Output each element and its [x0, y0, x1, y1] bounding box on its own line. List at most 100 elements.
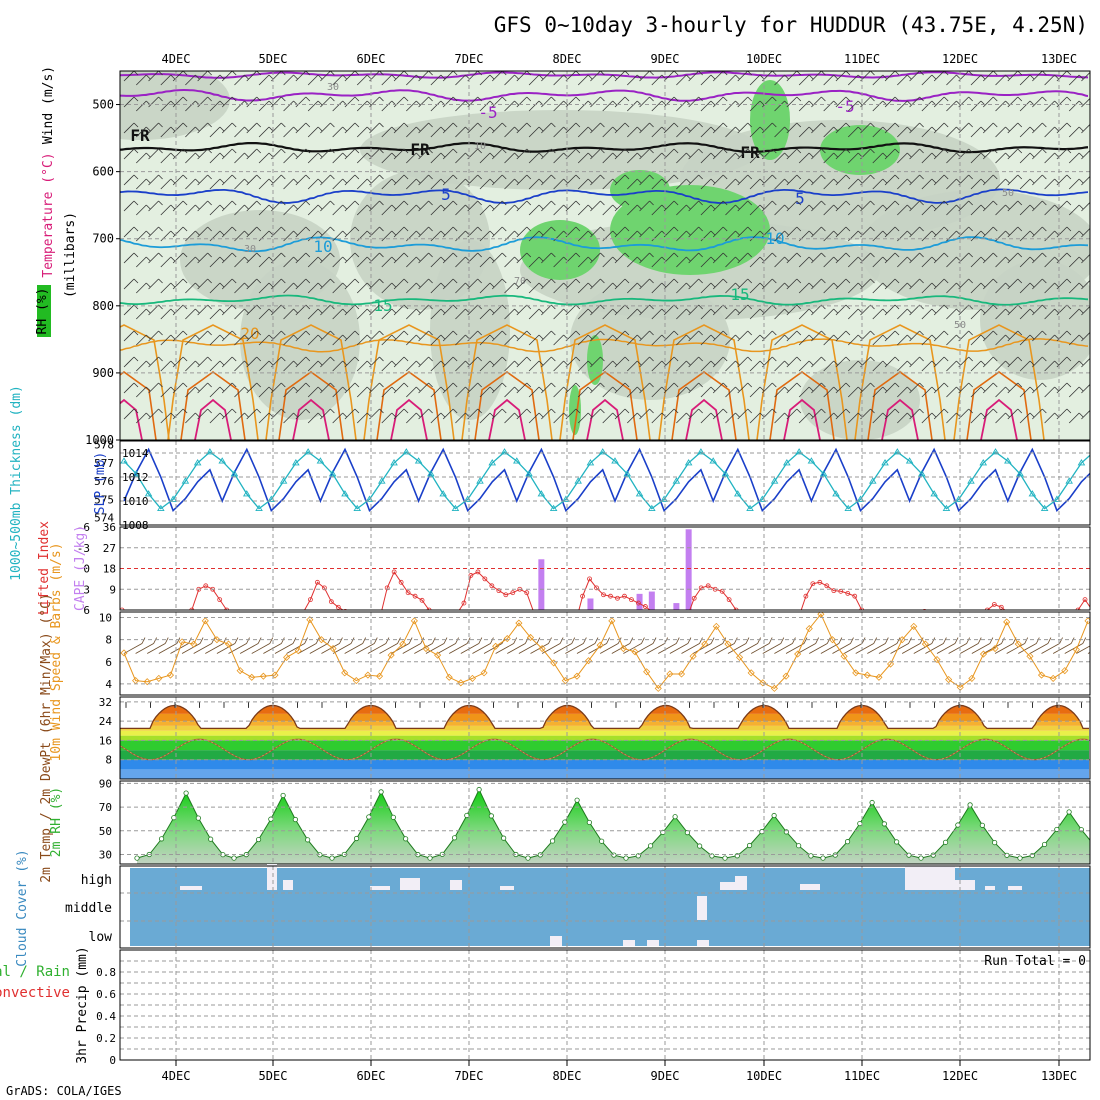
wind-barb: [185, 360, 196, 372]
wind-barb: [283, 334, 294, 346]
wind-speed-marker: [375, 672, 384, 680]
wind-barb: [626, 152, 638, 164]
wind-barb: [123, 174, 135, 186]
wind-barb-flag: [600, 356, 605, 362]
wind-barb: [148, 330, 159, 342]
rh-mid-area: [980, 260, 1090, 380]
wind-barb-flag: [317, 282, 323, 288]
wind-barb-flag: [514, 282, 519, 288]
wind-barb: [860, 200, 871, 212]
wind-barb: [602, 100, 614, 112]
slp-tick-label: 1012: [122, 471, 149, 484]
wind-barb: [577, 282, 589, 294]
wind-barb: [872, 152, 884, 164]
wind-barb: [700, 360, 712, 372]
wind-barb-flag: [244, 412, 249, 418]
wind-barb: [479, 74, 491, 86]
wind-barb-flag: [931, 126, 937, 132]
wind-barb: [982, 330, 994, 342]
wind-barb: [921, 152, 933, 164]
wind-barb-flag: [330, 278, 335, 284]
wind-barb-flag: [710, 412, 716, 418]
wind-barb-flag: [759, 204, 765, 210]
wind-barb: [921, 412, 933, 424]
wind-barb-flag: [145, 308, 151, 314]
wind-barb-flag: [808, 204, 814, 210]
wind-barb-flag: [133, 71, 139, 76]
wind-barb: [774, 178, 785, 190]
wind-barb: [320, 96, 331, 108]
wind-barb: [148, 226, 159, 238]
rh-marker: [844, 839, 851, 845]
wind-barb: [221, 71, 233, 82]
wind-barb-flag: [1042, 148, 1047, 154]
wind-barb: [271, 96, 282, 108]
wind-barb: [872, 412, 884, 424]
wind-barb: [1032, 96, 1043, 108]
wind-barb-flag: [833, 360, 838, 366]
wind-barb: [406, 230, 417, 242]
wind-barb: [271, 304, 282, 316]
wind-barb-flag: [612, 100, 618, 106]
wind-barb: [663, 330, 675, 342]
wind-barb-flag: [317, 230, 323, 236]
wind-barb-flag: [256, 71, 262, 76]
wind-barb: [393, 96, 405, 108]
wind-barb: [185, 126, 196, 138]
wind-barb-flag: [256, 96, 262, 102]
wind-barb-flag: [992, 304, 998, 310]
wind-barb: [712, 96, 724, 108]
wind-barb: [148, 304, 159, 316]
wind-barb-flag: [1017, 330, 1023, 336]
wind-barb-flag: [1017, 200, 1023, 206]
wind-barb-flag: [686, 412, 691, 418]
wind-barb-flag: [1029, 178, 1035, 184]
wind-barb: [344, 71, 356, 82]
wind-barb: [626, 412, 638, 424]
wind-barb: [798, 386, 810, 398]
thickness-marker: [390, 459, 398, 466]
wind-barb: [960, 643, 979, 654]
wind-barb-flag: [943, 356, 949, 362]
wind-barb: [147, 643, 166, 654]
wind-barb-flag: [821, 122, 826, 128]
top-date-label: 4DEC: [162, 52, 191, 66]
wind-barb: [921, 230, 933, 242]
wind-barb-flag: [600, 330, 605, 336]
wind-barb: [577, 230, 589, 242]
wind-barb-flag: [416, 412, 421, 418]
wind-barb-flag: [908, 637, 912, 644]
wind-barb-flag: [1029, 334, 1035, 340]
wind-barb-flag: [821, 148, 826, 154]
wind-barb-flag: [980, 152, 986, 158]
lifted-index-marker: [475, 569, 481, 575]
wind-barb: [737, 226, 749, 238]
wind-barb-flag: [845, 382, 851, 388]
wind-barb: [381, 334, 393, 346]
wind-barb: [209, 308, 221, 320]
wind-barb-flag: [861, 637, 866, 644]
wind-barb: [442, 408, 454, 420]
t20-contour: [953, 324, 1045, 440]
wind-barb-flag: [1078, 74, 1084, 80]
wind-barb: [590, 382, 601, 394]
lifted-index-marker: [489, 583, 495, 589]
wind-barb: [737, 408, 749, 420]
wind-speed-marker: [1037, 671, 1046, 679]
wind-barb-flag: [833, 204, 838, 210]
lifted-index-marker: [803, 593, 809, 599]
thickness-marker: [1089, 454, 1090, 455]
wind-barb-flag: [1035, 637, 1040, 644]
wind-barb-flag: [894, 278, 900, 284]
wind-barb-flag: [514, 230, 519, 236]
wind-barb-flag: [304, 637, 308, 644]
wind-barb-flag: [256, 226, 262, 232]
bottom-date-label: 6DEC: [357, 1069, 386, 1083]
wind-barb: [356, 100, 368, 112]
wind-barb: [872, 256, 884, 268]
wind-barb-flag: [350, 637, 355, 644]
wind-barb-flag: [477, 71, 482, 76]
wind-barb: [344, 148, 356, 160]
wind-barb-flag: [821, 278, 826, 284]
wind-barb: [381, 308, 393, 320]
